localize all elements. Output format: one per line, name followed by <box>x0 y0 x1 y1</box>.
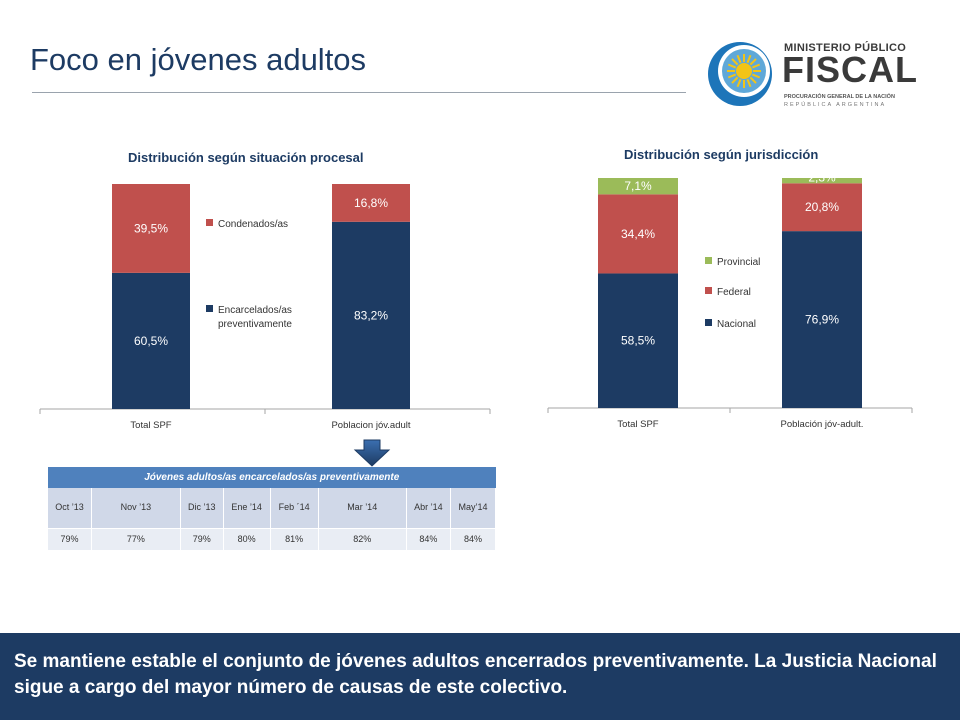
table-cell: 81% <box>270 527 319 550</box>
bar-segment <box>598 178 678 195</box>
chart-jurisdiccion: 58,5% 34,4% 7,1% Total SPF 76,9% 20,8% 2,3% Pob… <box>547 171 913 430</box>
table-column-header: Mar ’14 <box>318 488 407 528</box>
sun-rays <box>727 54 761 88</box>
table-cell: 82% <box>318 527 407 550</box>
x-tick-label: Total SPF <box>130 420 171 431</box>
table-title: Jóvenes adultos/as encarcelados/as preve… <box>48 467 496 488</box>
bar-segment <box>112 184 190 273</box>
data-label: 83,2% <box>354 308 388 322</box>
table-column-header: Nov ’13 <box>91 488 181 528</box>
data-label: 34,4% <box>621 227 655 241</box>
sun-ray <box>751 63 761 69</box>
bar-segment <box>598 273 678 408</box>
sun-ray <box>731 76 739 84</box>
data-label: 76,9% <box>805 313 839 327</box>
bar-segment <box>782 183 862 232</box>
data-label: 20,8% <box>805 200 839 214</box>
legend-label: Nacional <box>717 319 756 330</box>
legend-swatch <box>206 305 213 312</box>
table-cell: 84% <box>406 527 451 550</box>
table-column-header: Oct ’13 <box>48 488 92 528</box>
down-arrow-icon <box>353 439 391 467</box>
bar-segment <box>598 194 678 274</box>
table-column-header: Dic ’13 <box>180 488 224 528</box>
data-label: 16,8% <box>354 196 388 210</box>
legend-swatch <box>705 287 712 294</box>
chart1-title: Distribución según situación procesal <box>128 150 364 165</box>
x-tick-label: Población jóv-adult. <box>781 419 864 430</box>
sun-ray <box>749 58 757 66</box>
legend-label: Federal <box>717 287 751 298</box>
bar-segment <box>332 221 410 409</box>
chart-procesal: 60,5% 39,5% Total SPF 83,2% 16,8% Poblacion j… <box>39 184 491 431</box>
table-column-header: Abr ’14 <box>406 488 451 528</box>
bar-segment <box>332 184 410 222</box>
legend-label: Encarcelados/as preventivamente <box>218 305 292 330</box>
ministerio-logo: MINISTERIO PÚBLICO FISCAL PROCURACIÓN GE… <box>706 38 918 112</box>
legend-swatch <box>705 257 712 264</box>
bar-segment <box>782 178 862 184</box>
legend-swatch <box>705 319 712 326</box>
sun-ray <box>746 78 752 88</box>
page-title: Foco en jóvenes adultos <box>30 42 367 77</box>
table-cell: 79% <box>180 527 224 550</box>
table-column-header: Ene ’14 <box>223 488 271 528</box>
sun-ray <box>749 76 757 84</box>
x-tick-label: Poblacion jóv.adult <box>331 420 410 431</box>
table-cell: 80% <box>223 527 271 550</box>
sun-ray <box>736 78 742 88</box>
table-row: 79% 77% 79% 80% 81% 82% 84% 84% <box>48 527 497 550</box>
table-cell: 77% <box>91 527 181 550</box>
table-column-header: May’14 <box>450 488 497 528</box>
table-cell: 79% <box>48 527 92 550</box>
data-label: 2,3% <box>808 171 836 185</box>
sun-ray <box>731 58 739 66</box>
data-label: 60,5% <box>134 334 168 348</box>
preventive-table: Jóvenes adultos/as encarcelados/as preve… <box>48 467 497 550</box>
sun-ray <box>736 54 742 64</box>
sun-ray <box>727 63 737 69</box>
data-label: 39,5% <box>134 221 168 235</box>
logo-line4: REPÚBLICA ARGENTINA <box>784 102 887 108</box>
sun-ray <box>751 73 761 79</box>
table-header-row: Oct ’13 Nov ’13 Dic ’13 Ene ’14 Feb ´14 Mar ’… <box>48 488 497 528</box>
bar-segment <box>112 272 190 409</box>
logo-line1: MINISTERIO PÚBLICO <box>784 42 907 54</box>
sun-ray <box>727 73 737 79</box>
footer-banner: Se mantiene estable el conjunto de jóven… <box>0 633 960 720</box>
data-label: 7,1% <box>624 179 652 193</box>
bar-segment <box>782 231 862 408</box>
footer-text: Se mantiene estable el conjunto de jóven… <box>14 651 937 698</box>
legend-label: Condenados/as <box>218 219 288 230</box>
logo-line2: FISCAL <box>782 49 918 90</box>
table-cell: 84% <box>450 527 497 550</box>
title-divider <box>32 92 686 93</box>
x-tick-label: Total SPF <box>617 419 658 430</box>
sun-emblem-icon <box>708 42 772 106</box>
logo-line3: PROCURACIÓN GENERAL DE LA NACIÓN <box>784 94 895 100</box>
chart2-title: Distribución según jurisdicción <box>624 147 819 162</box>
legend-label: Provincial <box>717 257 760 268</box>
table-column-header: Feb ´14 <box>270 488 319 528</box>
data-label: 58,5% <box>621 334 655 348</box>
legend-swatch <box>206 219 213 226</box>
sun-ray <box>746 54 752 64</box>
